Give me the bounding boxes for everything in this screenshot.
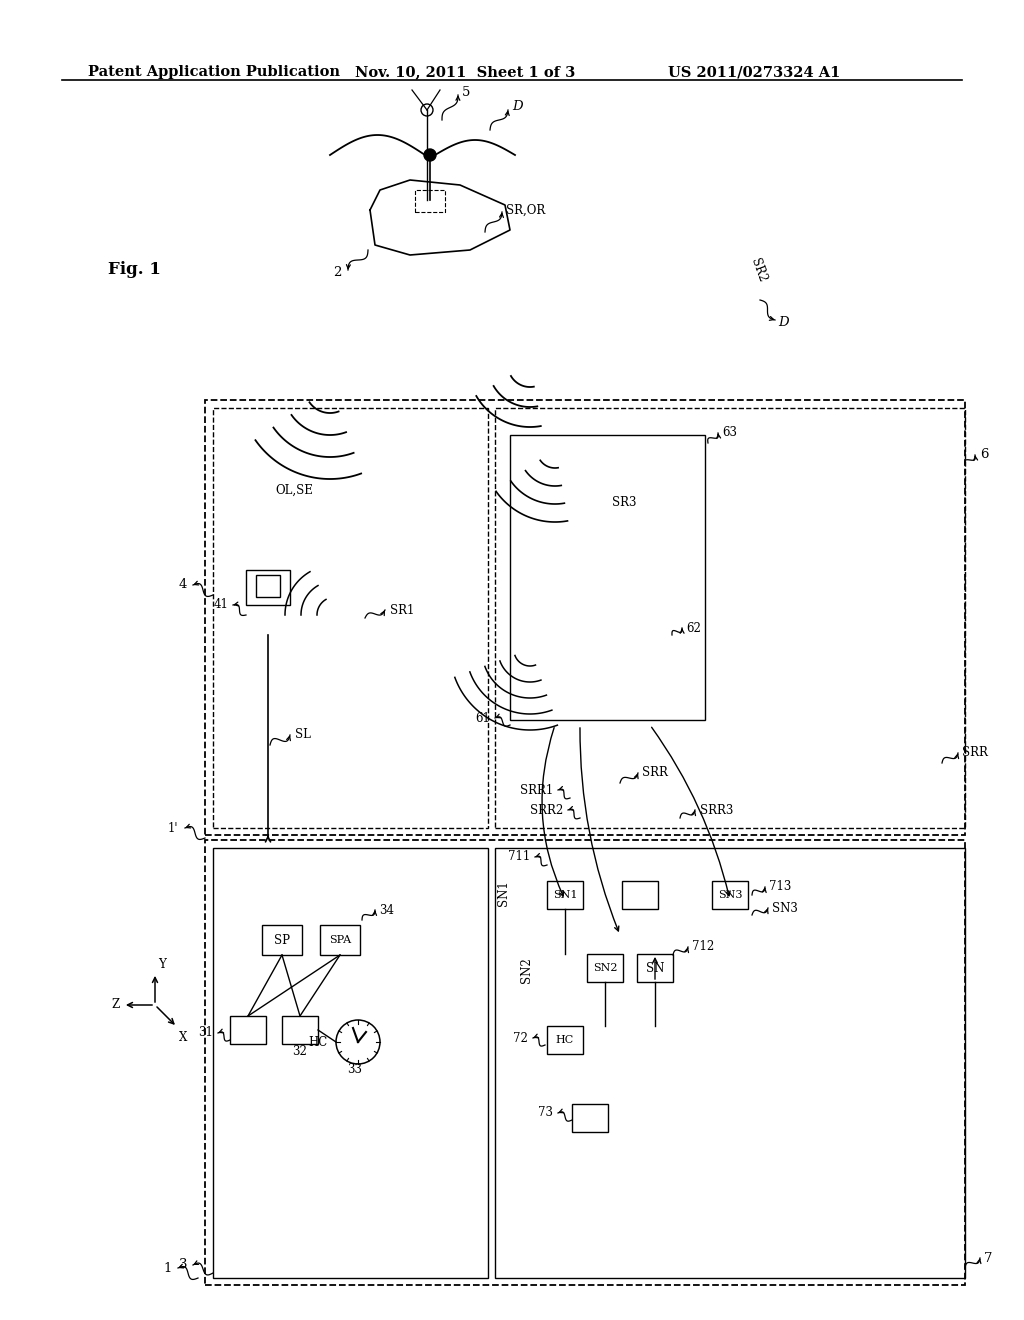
Text: SN2: SN2 [520, 957, 534, 983]
Bar [256, 576, 280, 597]
Text: SRR: SRR [642, 767, 668, 780]
Bar [262, 925, 302, 954]
Text: 32: 32 [293, 1045, 307, 1059]
Bar [495, 408, 965, 828]
Text: 713: 713 [769, 880, 792, 894]
Bar [205, 400, 965, 836]
Text: SN3: SN3 [718, 890, 742, 900]
Text: 61: 61 [475, 711, 490, 725]
Text: SR,OR: SR,OR [506, 203, 545, 216]
Text: SR2: SR2 [748, 256, 769, 284]
Text: HC: HC [309, 1035, 328, 1048]
Text: Z: Z [112, 998, 120, 1011]
Text: 72: 72 [513, 1031, 528, 1044]
Text: SR3: SR3 [612, 495, 637, 508]
Bar [495, 847, 965, 1278]
Text: SL: SL [295, 729, 311, 742]
Text: 31: 31 [198, 1027, 213, 1040]
Text: SN2: SN2 [593, 964, 617, 973]
Text: 4: 4 [178, 578, 187, 591]
Text: 7: 7 [984, 1251, 992, 1265]
Text: HC: HC [556, 1035, 574, 1045]
Bar [587, 954, 623, 982]
Text: 711: 711 [508, 850, 530, 863]
Text: SRR3: SRR3 [700, 804, 733, 817]
Text: 41: 41 [213, 598, 228, 611]
Text: 2: 2 [334, 267, 342, 280]
Text: SN3: SN3 [772, 902, 798, 915]
Text: Y: Y [158, 958, 166, 972]
Text: 34: 34 [379, 903, 394, 916]
Text: X: X [179, 1031, 187, 1044]
Text: SRR: SRR [962, 747, 988, 759]
Bar [415, 190, 445, 213]
Text: US 2011/0273324 A1: US 2011/0273324 A1 [668, 65, 841, 79]
Text: SP: SP [274, 933, 290, 946]
Text: SN: SN [646, 961, 665, 974]
Bar [213, 847, 488, 1278]
Text: 63: 63 [722, 426, 737, 440]
Bar [547, 1026, 583, 1053]
Text: 6: 6 [980, 449, 988, 462]
Bar [246, 570, 290, 605]
Text: 1': 1' [168, 821, 178, 834]
Bar [213, 408, 488, 828]
Text: Fig. 1: Fig. 1 [108, 261, 161, 279]
Text: SR1: SR1 [390, 603, 415, 616]
Circle shape [424, 149, 436, 161]
Text: SPA: SPA [329, 935, 351, 945]
Text: D: D [512, 100, 522, 114]
Text: Nov. 10, 2011  Sheet 1 of 3: Nov. 10, 2011 Sheet 1 of 3 [355, 65, 575, 79]
Text: Patent Application Publication: Patent Application Publication [88, 65, 340, 79]
Text: 3: 3 [178, 1258, 187, 1271]
Bar [205, 840, 965, 1284]
Text: SN1: SN1 [497, 880, 510, 906]
Text: SN1: SN1 [553, 890, 578, 900]
Bar [510, 436, 705, 719]
Bar [230, 1016, 266, 1044]
Text: OL,SE: OL,SE [275, 483, 313, 496]
Text: 1: 1 [164, 1262, 172, 1275]
Text: 5: 5 [462, 86, 470, 99]
Bar [319, 925, 360, 954]
Text: SRR1: SRR1 [520, 784, 553, 796]
Bar [572, 1104, 608, 1133]
Text: 73: 73 [538, 1106, 553, 1119]
Text: D: D [778, 317, 788, 330]
Bar [282, 1016, 318, 1044]
Text: SRR2: SRR2 [529, 804, 563, 817]
Bar [547, 880, 583, 909]
Bar [637, 954, 673, 982]
Text: 33: 33 [347, 1063, 362, 1076]
Text: 62: 62 [686, 622, 700, 635]
Bar [712, 880, 748, 909]
Bar [622, 880, 658, 909]
Text: 712: 712 [692, 940, 715, 953]
